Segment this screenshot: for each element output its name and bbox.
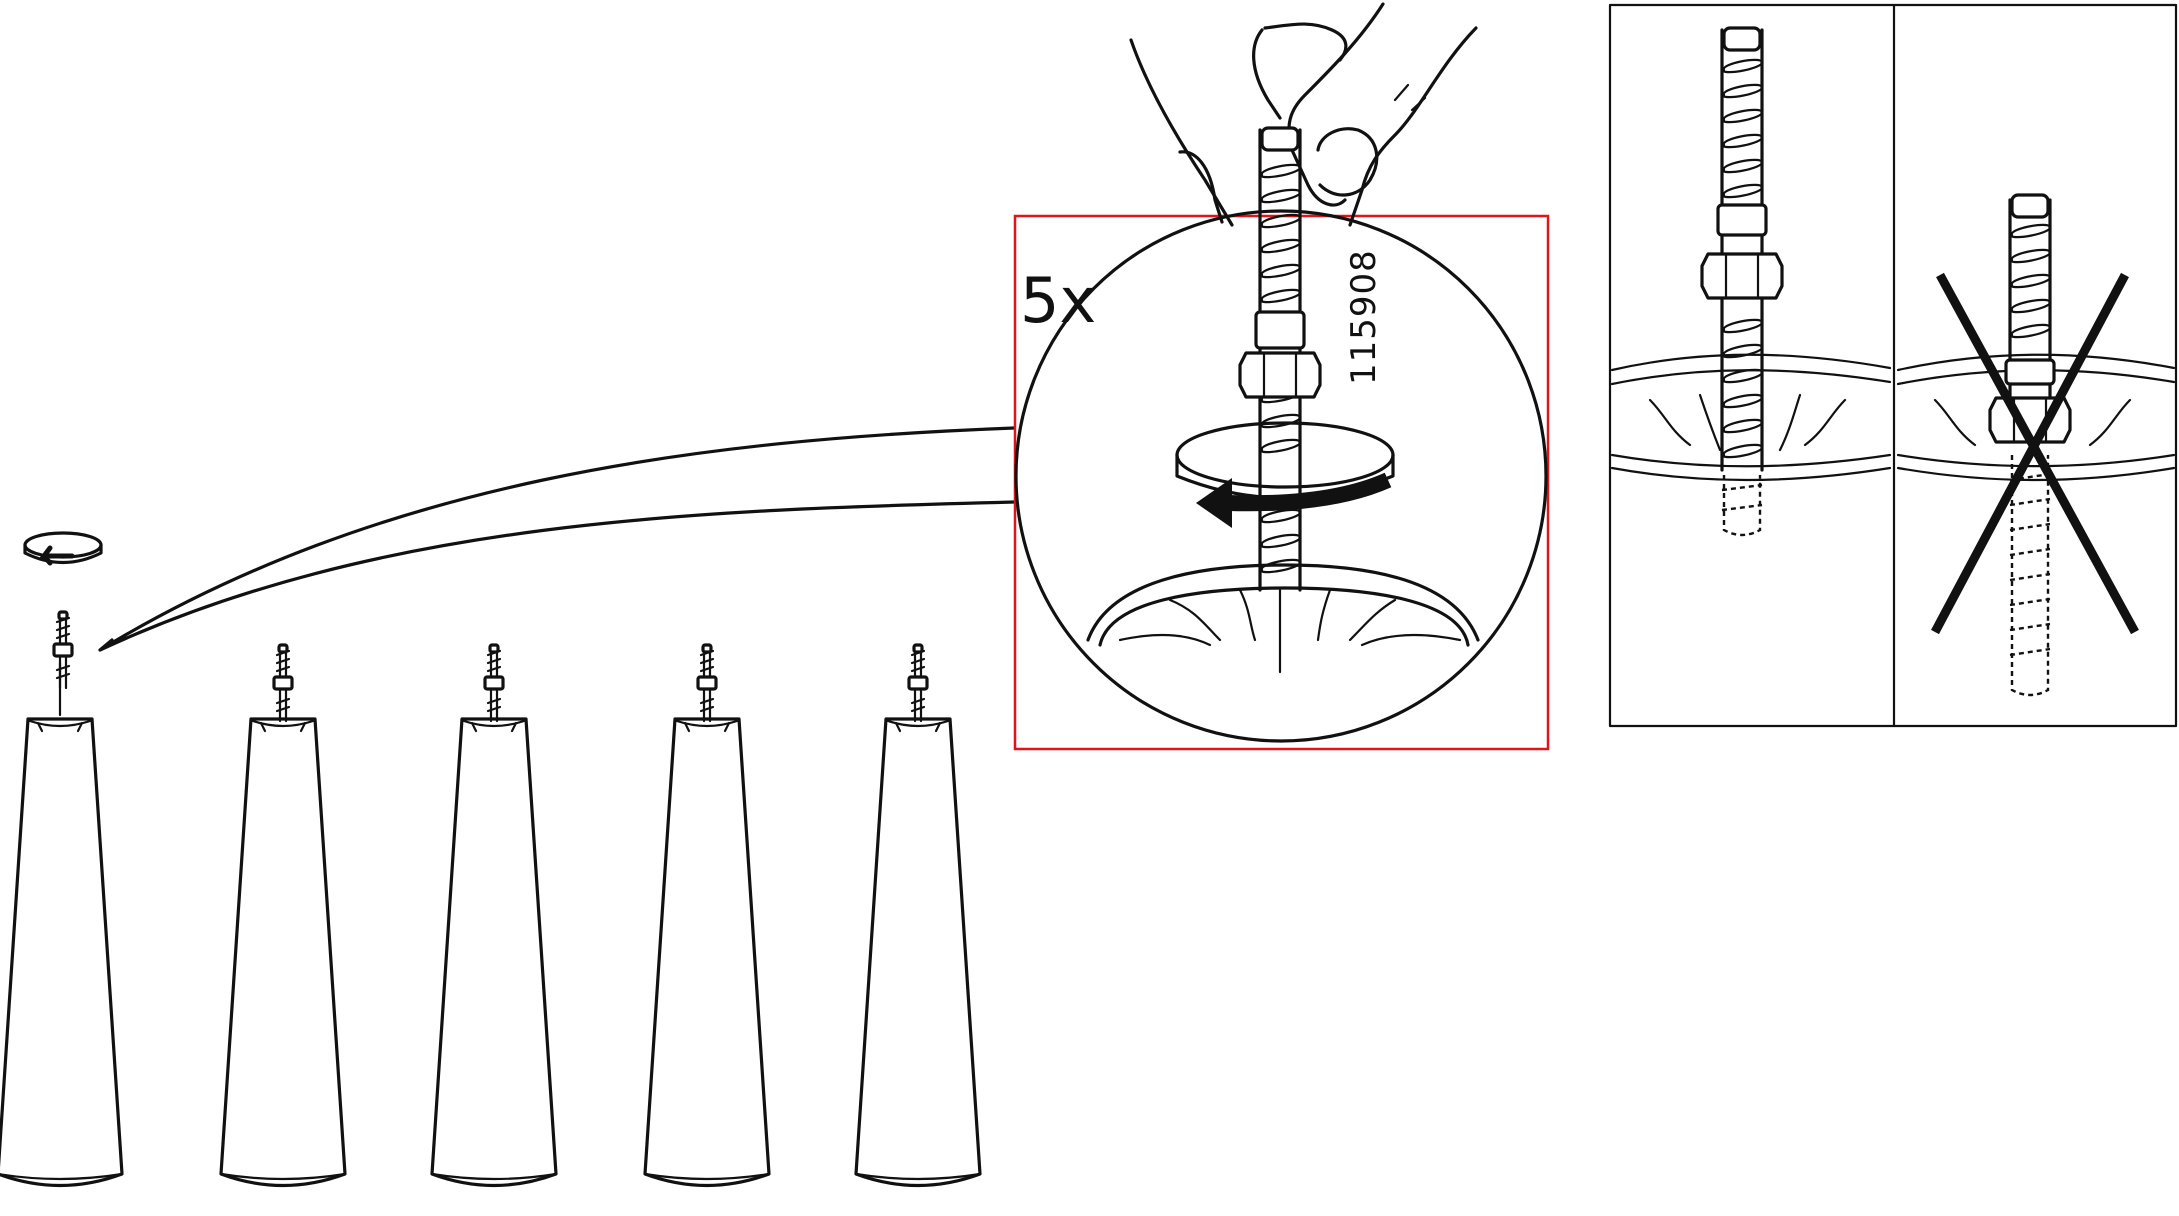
counterclockwise-arrow-icon xyxy=(23,531,103,566)
table-leg-4 xyxy=(643,717,771,1188)
leg-group xyxy=(0,661,982,1188)
correct-example xyxy=(1610,26,1892,537)
counterclockwise-arrow-icon xyxy=(1175,421,1395,528)
magnifier-circle xyxy=(1014,209,1548,743)
table-leg-2 xyxy=(219,717,347,1188)
callout-connector xyxy=(98,426,1016,652)
detail-callout: 5x 115908 xyxy=(1013,2,1550,751)
installed-screws xyxy=(272,643,929,723)
table-leg-5 xyxy=(854,717,982,1188)
table-leg-1 xyxy=(0,661,124,1188)
incorrect-example xyxy=(1896,193,2176,697)
part-number-label: 115908 xyxy=(1344,249,1384,385)
quantity-label: 5x xyxy=(1020,264,1096,337)
hanger-bolt xyxy=(1238,126,1322,592)
leg-socket xyxy=(1086,563,1480,674)
comparison-panel xyxy=(1608,3,2178,728)
screw-being-inserted xyxy=(23,531,103,690)
table-leg-3 xyxy=(430,717,558,1188)
hand-illustration xyxy=(1129,2,1478,227)
cross-out-icon xyxy=(1931,272,2139,635)
